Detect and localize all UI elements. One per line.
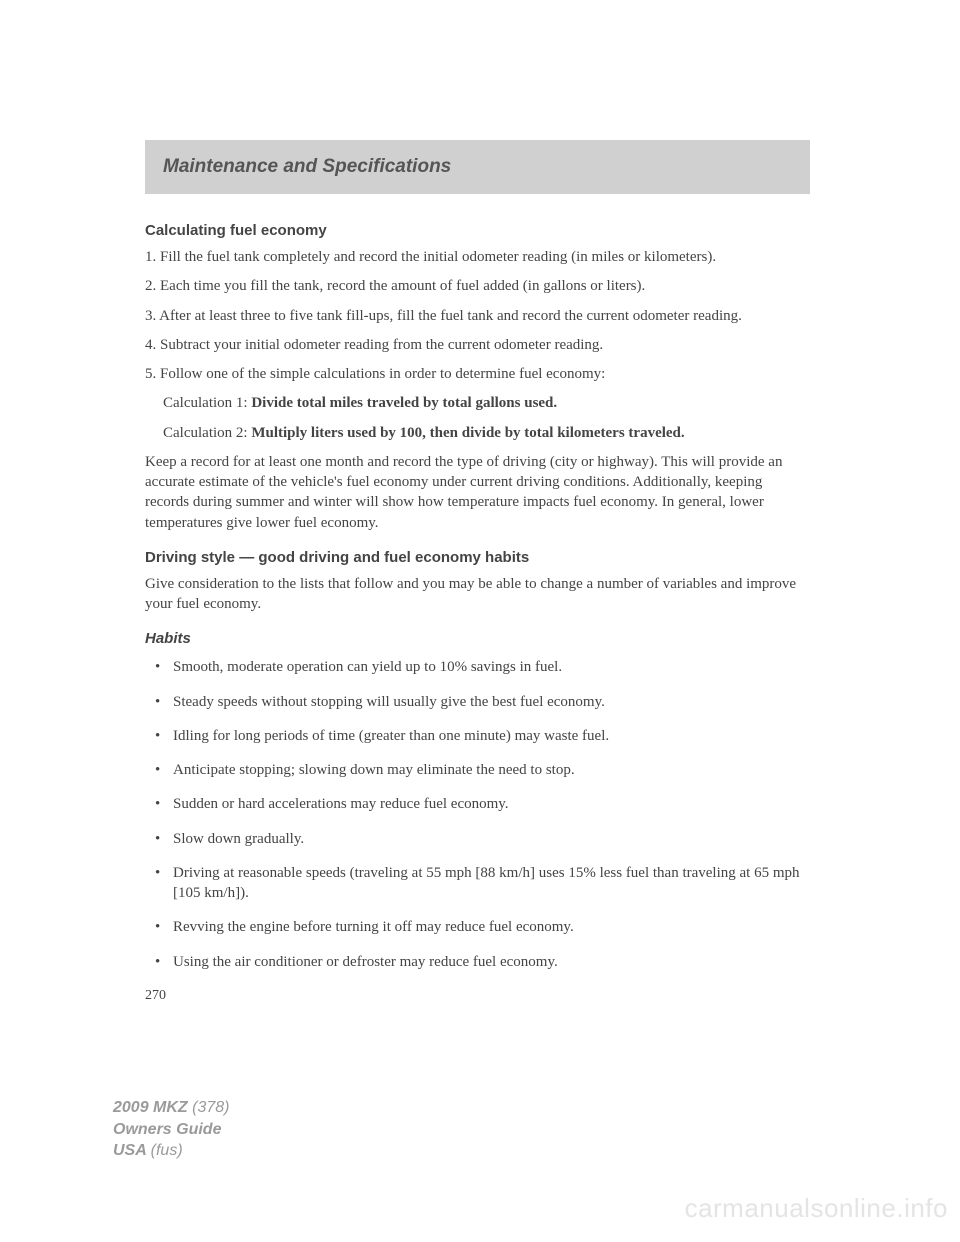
header-bar: Maintenance and Specifications (145, 140, 810, 194)
step-5: 5. Follow one of the simple calculations… (145, 364, 810, 384)
step-1: 1. Fill the fuel tank completely and rec… (145, 247, 810, 267)
document-page: Maintenance and Specifications Calculati… (0, 0, 960, 1004)
driving-style-intro: Give consideration to the lists that fol… (145, 574, 810, 615)
sub-heading-habits: Habits (145, 630, 810, 647)
calc2-bold: Multiply liters used by 100, then divide… (251, 425, 684, 441)
footer: 2009 MKZ (378) Owners Guide USA (fus) (113, 1097, 230, 1162)
step-4: 4. Subtract your initial odometer readin… (145, 335, 810, 355)
footer-code: (378) (192, 1099, 229, 1116)
calc2-label: Calculation 2: (163, 425, 251, 441)
list-item: Using the air conditioner or defroster m… (145, 952, 810, 972)
list-item: Steady speeds without stopping will usua… (145, 692, 810, 712)
calc1-bold: Divide total miles traveled by total gal… (251, 395, 557, 411)
footer-model: 2009 MKZ (113, 1099, 192, 1116)
calculation-1: Calculation 1: Divide total miles travel… (163, 393, 810, 413)
footer-line-3: USA (fus) (113, 1140, 230, 1162)
list-item: Idling for long periods of time (greater… (145, 726, 810, 746)
record-note: Keep a record for at least one month and… (145, 452, 810, 533)
footer-line-2: Owners Guide (113, 1119, 230, 1141)
list-item: Sudden or hard accelerations may reduce … (145, 794, 810, 814)
habits-list: Smooth, moderate operation can yield up … (145, 657, 810, 972)
step-2: 2. Each time you fill the tank, record t… (145, 276, 810, 296)
list-item: Slow down gradually. (145, 829, 810, 849)
footer-region: USA (113, 1142, 151, 1159)
list-item: Revving the engine before turning it off… (145, 917, 810, 937)
section-heading-fuel-economy: Calculating fuel economy (145, 222, 810, 239)
list-item: Smooth, moderate operation can yield up … (145, 657, 810, 677)
list-item: Driving at reasonable speeds (traveling … (145, 863, 810, 904)
header-title: Maintenance and Specifications (163, 156, 792, 178)
calc1-label: Calculation 1: (163, 395, 251, 411)
footer-line-1: 2009 MKZ (378) (113, 1097, 230, 1119)
watermark: carmanualsonline.info (685, 1193, 948, 1224)
calculation-2: Calculation 2: Multiply liters used by 1… (163, 423, 810, 443)
section-heading-driving-style: Driving style — good driving and fuel ec… (145, 549, 810, 566)
footer-region-code: (fus) (151, 1142, 183, 1159)
step-3: 3. After at least three to five tank fil… (145, 306, 810, 326)
list-item: Anticipate stopping; slowing down may el… (145, 760, 810, 780)
page-number: 270 (145, 988, 810, 1004)
